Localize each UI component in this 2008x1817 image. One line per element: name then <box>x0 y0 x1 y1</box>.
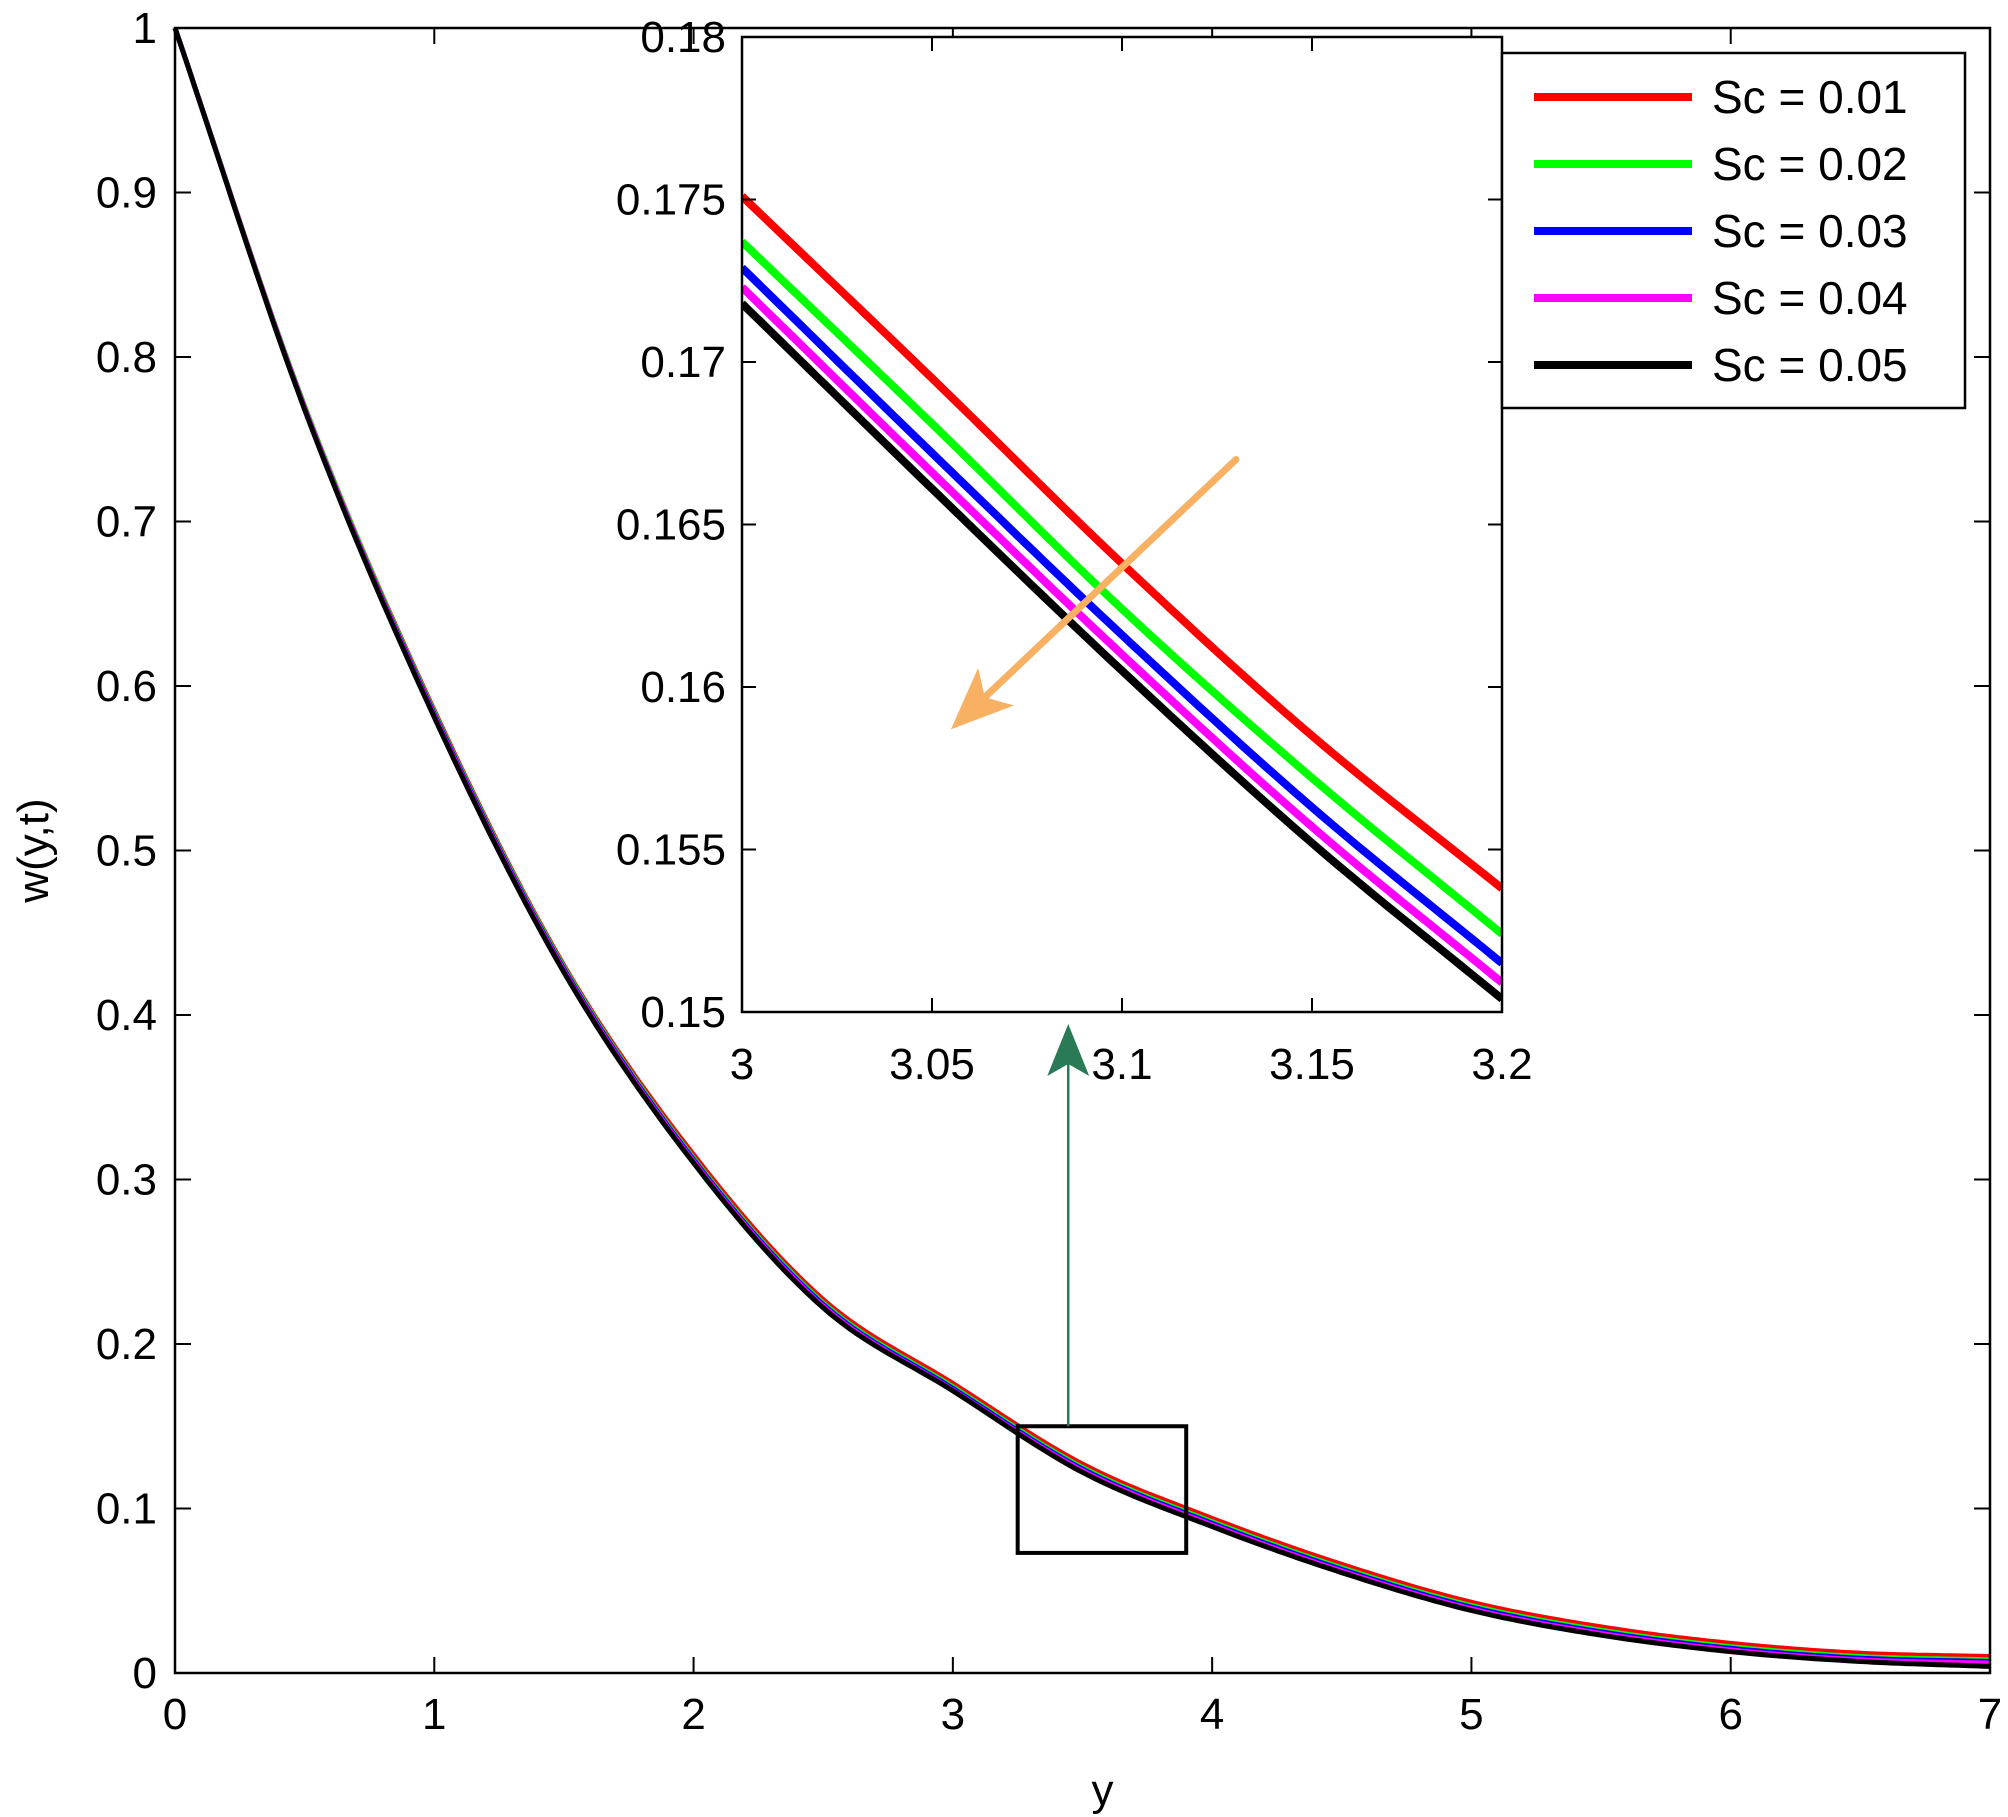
y-tick-label: 1 <box>133 4 157 53</box>
legend-entry-2: Sc = 0.02 <box>1712 138 1908 190</box>
zoom-box <box>1015 1424 1189 1555</box>
x-tick-label: 4 <box>1200 1690 1224 1739</box>
legend-entry-1: Sc = 0.01 <box>1712 71 1908 123</box>
inset-y-tick-label: 0.165 <box>616 501 726 550</box>
inset-y-tick-label: 0.155 <box>616 826 726 875</box>
inset-x-tick-label: 3.05 <box>889 1040 975 1089</box>
inset-series-line-2 <box>742 238 1502 938</box>
inset-plot: 3 3.05 3.1 3.15 3.2 0.15 0.155 0.16 0.165 0.17 0.1… <box>616 13 1533 1089</box>
y-tick-label: 0 <box>133 1649 157 1698</box>
y-tick-label: 0.9 <box>96 169 157 218</box>
inset-x-tick-label: 3 <box>730 1040 754 1089</box>
inset-y-tick-label: 0.175 <box>616 176 726 225</box>
inset-x-tick-label: 3.15 <box>1269 1040 1355 1089</box>
inset-y-tick-label: 0.15 <box>640 988 726 1037</box>
inset-series-line-5 <box>742 300 1502 1003</box>
x-tick-label: 1 <box>422 1690 446 1739</box>
y-tick-label: 0.5 <box>96 827 157 876</box>
legend-entry-5: Sc = 0.05 <box>1712 339 1908 391</box>
inset-y-tick-label: 0.16 <box>640 663 726 712</box>
x-tick-label: 3 <box>941 1690 965 1739</box>
main-series-line-5 <box>172 27 1991 1669</box>
x-tick-label: 7 <box>1978 1690 2002 1739</box>
trend-arrow-head <box>951 667 1014 730</box>
x-tick-label: 2 <box>681 1690 705 1739</box>
inset-x-tick-label: 3.2 <box>1471 1040 1532 1089</box>
y-tick-label: 0.8 <box>96 333 157 382</box>
x-tick-label: 6 <box>1718 1690 1742 1739</box>
inset-x-tick-label: 3.1 <box>1091 1040 1152 1089</box>
y-axis-label: w(y,t) <box>9 798 58 903</box>
trend-arrow-line <box>981 456 1240 701</box>
y-tick-label: 0.3 <box>96 1156 157 1205</box>
inset-series-line-3 <box>742 264 1502 967</box>
y-tick-label: 0.2 <box>96 1320 157 1369</box>
y-tick-label: 0.1 <box>96 1485 157 1534</box>
legend-entry-4: Sc = 0.04 <box>1712 272 1908 324</box>
inset-area <box>742 37 1502 1012</box>
legend: Sc = 0.01 Sc = 0.02 Sc = 0.03 Sc = 0.04 Sc =… <box>1500 51 1967 410</box>
y-tick-label: 0.6 <box>96 662 157 711</box>
x-axis-label: y <box>1092 1766 1114 1815</box>
inset-y-tick-label: 0.18 <box>640 13 726 62</box>
x-tick-label: 0 <box>163 1690 187 1739</box>
legend-entry-3: Sc = 0.03 <box>1712 205 1908 257</box>
connector-arrow-head <box>1047 1024 1090 1076</box>
inset-y-tick-label: 0.17 <box>640 338 726 387</box>
y-tick-label: 0.7 <box>96 498 157 547</box>
inset-series-line-4 <box>742 284 1502 986</box>
y-tick-label: 0.4 <box>96 991 157 1040</box>
x-tick-label: 5 <box>1459 1690 1483 1739</box>
